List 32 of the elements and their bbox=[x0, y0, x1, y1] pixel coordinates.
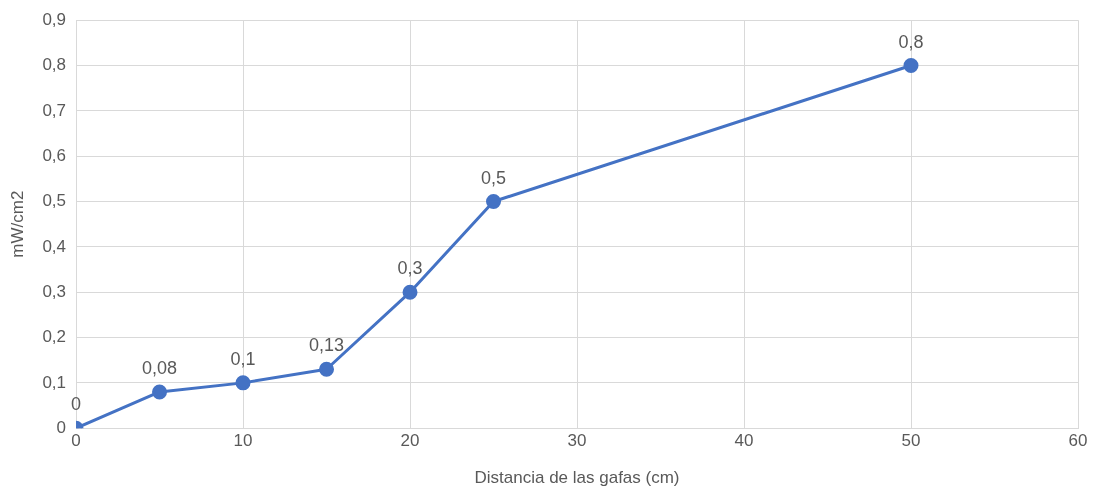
point bbox=[235, 375, 251, 391]
y-axis-title: mW/cm2 bbox=[7, 190, 27, 258]
y-tick-label: 0,3 bbox=[42, 281, 67, 301]
point bbox=[903, 58, 919, 74]
data-label: 0,5 bbox=[481, 167, 507, 188]
y-tick-label: 0,5 bbox=[42, 191, 67, 211]
y-tick-label: 0,4 bbox=[42, 236, 67, 256]
y-tick-label: 0,2 bbox=[42, 327, 67, 347]
y-tick-label: 0,7 bbox=[42, 100, 67, 120]
y-tick-label: 0,6 bbox=[42, 145, 67, 165]
data-label: 0 bbox=[71, 394, 82, 415]
y-tick-label: 0,9 bbox=[42, 9, 67, 29]
point bbox=[152, 384, 168, 400]
x-axis-title: Distancia de las gafas (cm) bbox=[474, 468, 680, 488]
x-tick-label: 10 bbox=[233, 431, 253, 451]
y-tick-label: 0,8 bbox=[42, 55, 67, 75]
y-tick-label: 0,1 bbox=[42, 372, 67, 392]
data-label: 0,3 bbox=[397, 258, 423, 279]
x-tick-label: 50 bbox=[901, 431, 921, 451]
data-label: 0,8 bbox=[898, 31, 924, 52]
data-label: 0,13 bbox=[309, 335, 345, 356]
point bbox=[319, 361, 335, 377]
x-tick-label: 0 bbox=[71, 431, 81, 451]
point bbox=[402, 284, 418, 300]
x-tick-label: 60 bbox=[1068, 431, 1088, 451]
x-tick-label: 40 bbox=[734, 431, 754, 451]
x-tick-label: 30 bbox=[567, 431, 587, 451]
point bbox=[486, 194, 502, 210]
y-tick-label: 0 bbox=[56, 417, 67, 437]
data-label: 0,08 bbox=[142, 357, 178, 378]
data-label: 0,1 bbox=[230, 348, 256, 369]
x-tick-label: 20 bbox=[400, 431, 420, 451]
